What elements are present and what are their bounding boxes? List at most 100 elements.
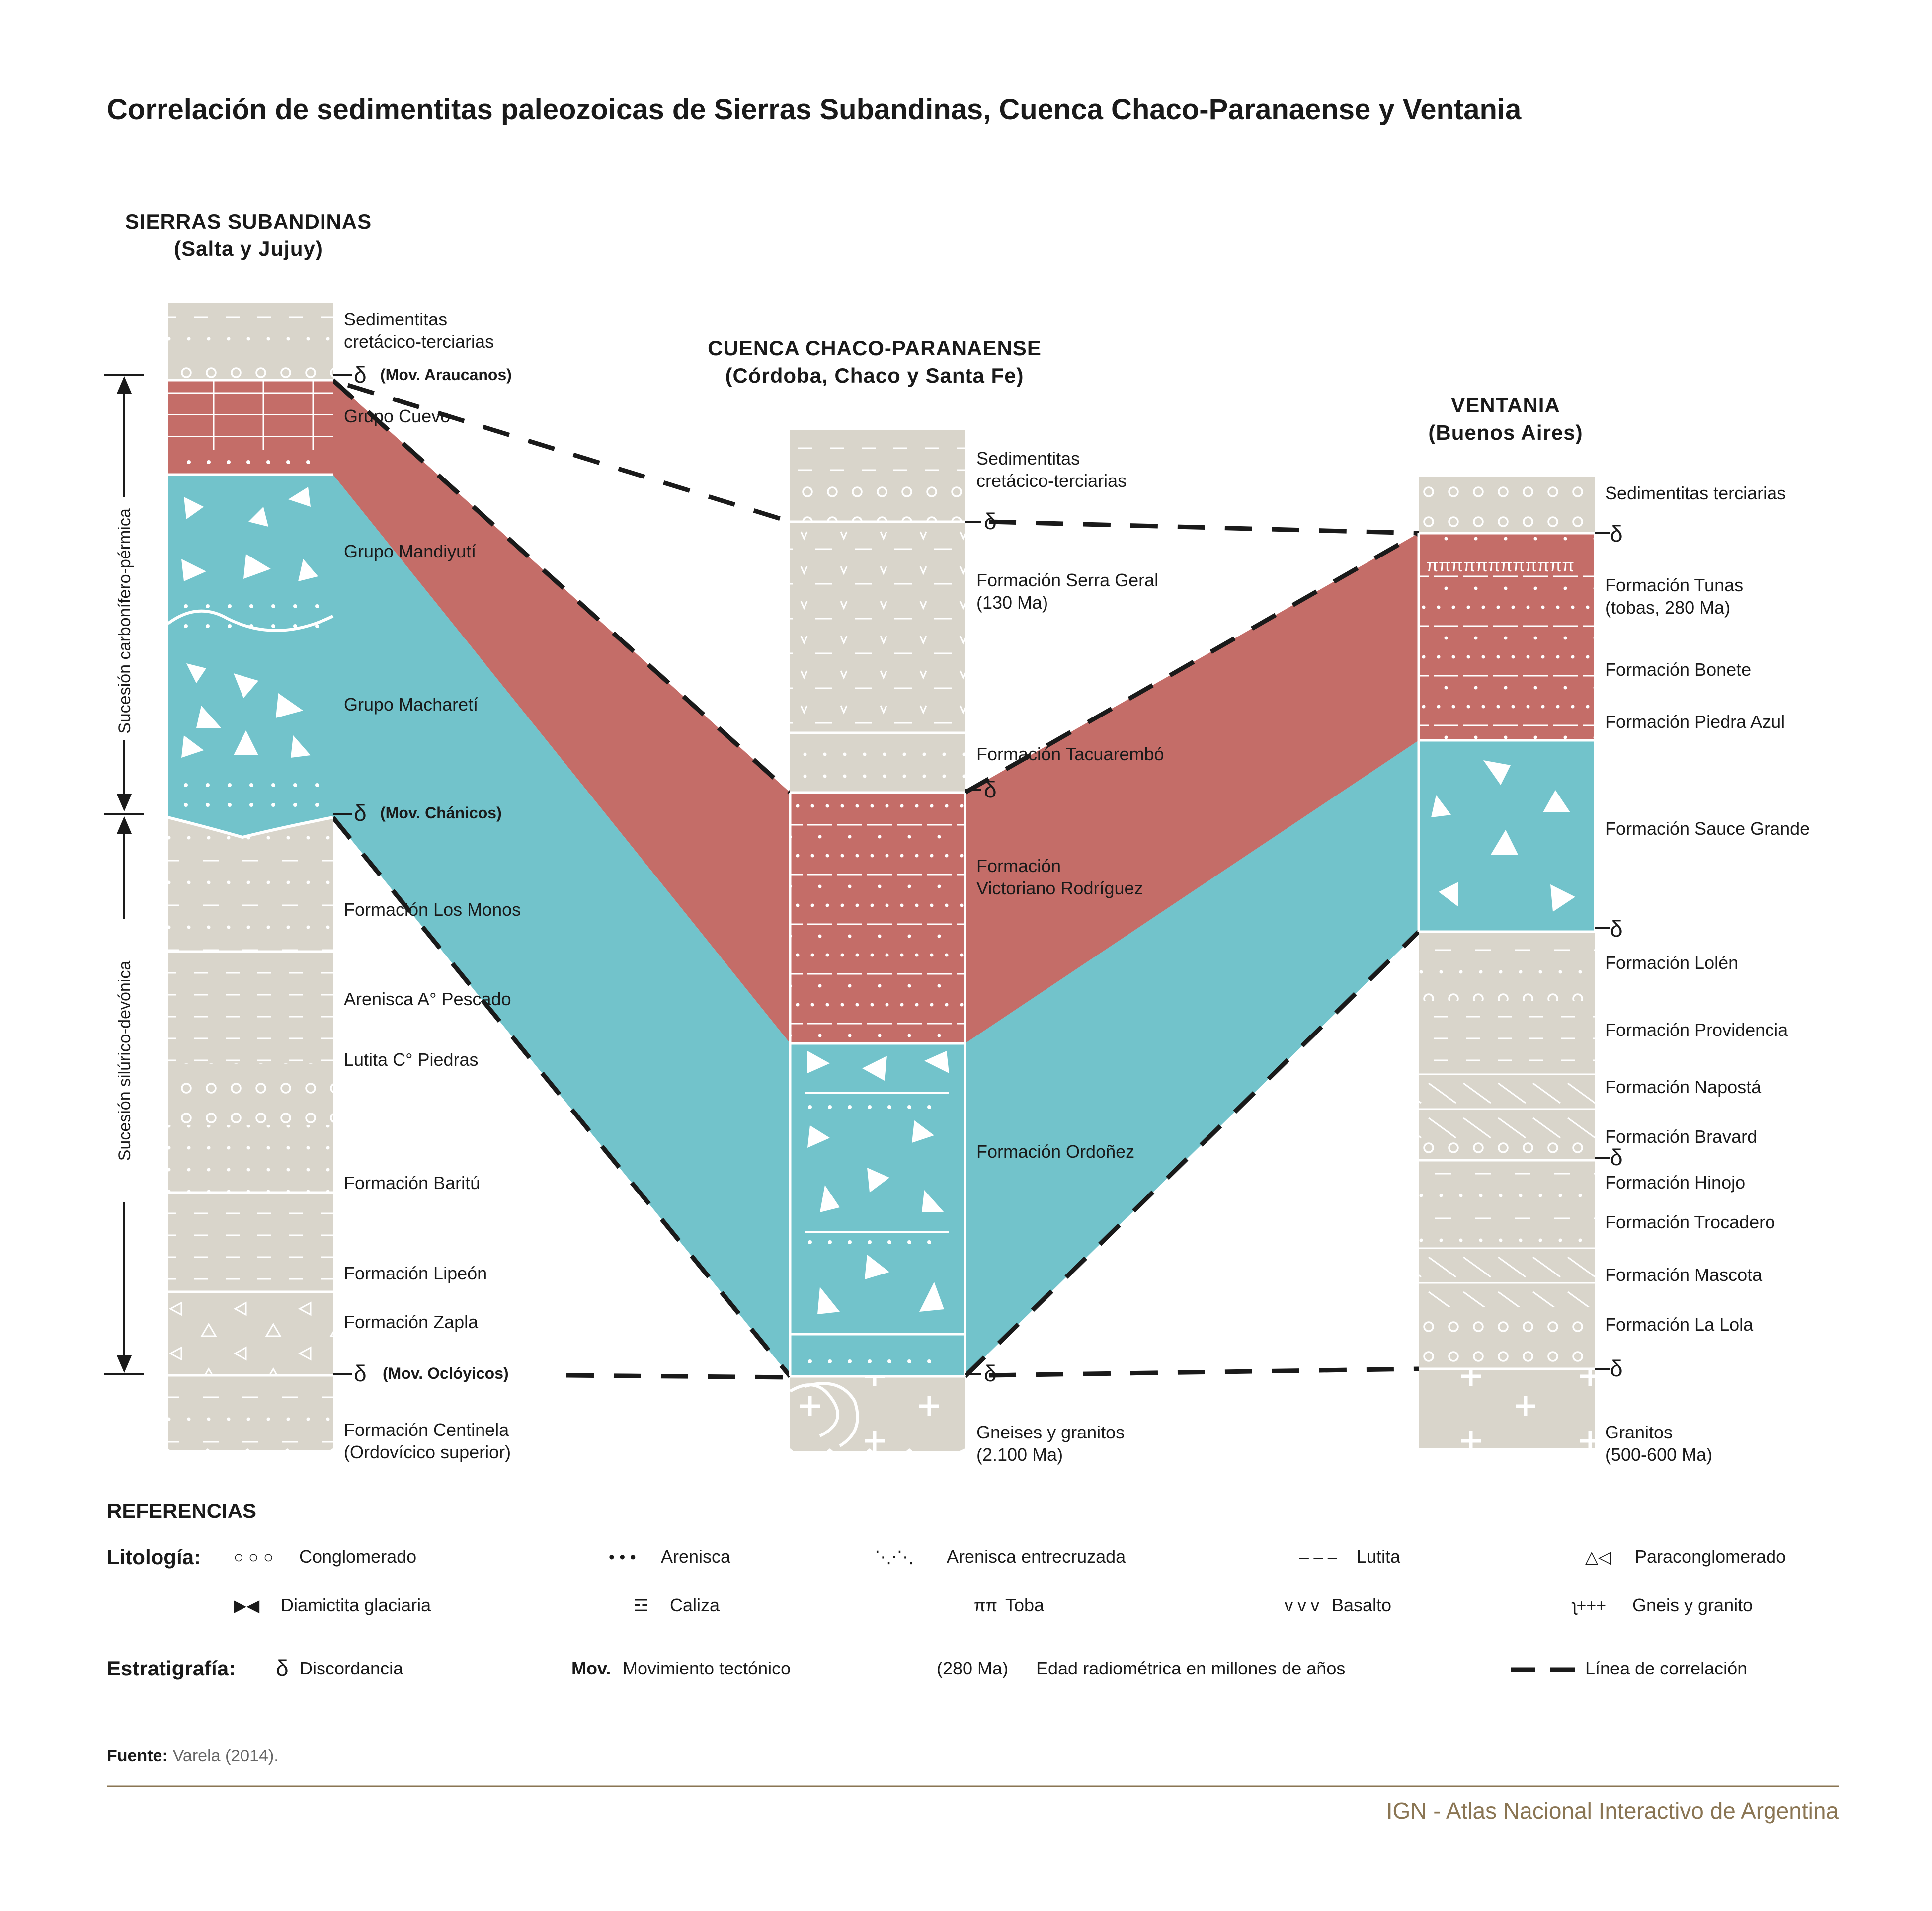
ref-discordancia: Discordancia: [300, 1658, 403, 1678]
unit-macareti-dots: [168, 775, 333, 810]
unit-hinojo-trocadero: [1419, 1160, 1595, 1247]
label-ven-providencia: Formación Providencia: [1605, 1020, 1788, 1040]
label-ven-naposta: Formación Napostá: [1605, 1077, 1762, 1097]
ref-paraconglomerado: Paraconglomerado: [1635, 1546, 1786, 1567]
arenisca-icon: • • •: [609, 1548, 636, 1567]
label-sub-pescado: Arenisca A° Pescado: [344, 989, 511, 1009]
ventania-title: VENTANIA: [1451, 394, 1560, 417]
ventania-subtitle: (Buenos Aires): [1428, 421, 1583, 444]
correlation-line-cretaceous-right: [988, 519, 1419, 536]
chaco-subtitle: (Córdoba, Chaco y Santa Fe): [725, 364, 1024, 387]
ordonez-diamictite: [807, 1051, 949, 1314]
mov-chanicos: (Mov. Chánicos): [380, 804, 502, 822]
label-sub-cuevo: Grupo Cuevo: [344, 406, 450, 426]
ref-basalto: Basalto: [1332, 1595, 1391, 1615]
label-ven-granitos-b: (500-600 Ma): [1605, 1444, 1712, 1465]
label-ven-lolen: Formación Lolén: [1605, 953, 1738, 973]
unit-arenisca-pescado: [168, 952, 333, 1063]
footer-credit: IGN - Atlas Nacional Interactivo de Arge…: [1386, 1798, 1839, 1824]
edad-icon: (280 Ma): [937, 1658, 1008, 1678]
label-ven-saucegrande: Formación Sauce Grande: [1605, 818, 1810, 839]
unit-mandiyuti-dots: [168, 604, 333, 634]
correlation-line-base-teal-right: [963, 930, 1421, 1378]
discordance-ven-4: δ: [1610, 1355, 1623, 1381]
unit-chaco-cretaceous: [790, 430, 965, 479]
toba-icon: ππ: [974, 1596, 997, 1615]
unit-victoriano-rodriguez: [790, 793, 965, 1043]
unit-grupo-cuevo-caliza: [168, 380, 333, 450]
discordance-ven-1: δ: [1610, 521, 1623, 547]
unit-lolen: [1419, 932, 1595, 986]
column-ventania: ππππππππππππ: [1417, 477, 1597, 1471]
estratigrafia-label: Estratigrafía:: [107, 1657, 236, 1680]
unit-naposta: [1419, 1073, 1595, 1140]
ref-toba: Toba: [1005, 1595, 1045, 1615]
column-chaco: [789, 430, 966, 1471]
unit-bravard: [1419, 1140, 1595, 1160]
label-sub-lipeon: Formación Lipeón: [344, 1263, 487, 1283]
label-chaco-gneises-a: Gneises y granitos: [976, 1422, 1125, 1442]
label-ven-trocadero: Formación Trocadero: [1605, 1212, 1775, 1232]
sauce-grande-diamictite: [1431, 760, 1575, 912]
label-ven-tunas-a: Formación Tunas: [1605, 575, 1743, 595]
unit-mascota: [1419, 1247, 1595, 1307]
label-ven-bravard: Formación Bravard: [1605, 1126, 1757, 1147]
label-sub-0a: Sedimentitas: [344, 309, 447, 329]
succession-brackets: [104, 374, 144, 1375]
label-ven-tunas-b: (tobas, 280 Ma): [1605, 597, 1730, 618]
band-teal-right: [965, 740, 1419, 1376]
references: REFERENCIAS Litología: ○ ○ ○ Conglomerad…: [107, 1499, 1786, 1681]
label-sub-centinela-b: (Ordovícico superior): [344, 1442, 511, 1462]
source-text: Varela (2014).: [173, 1747, 279, 1765]
discordance-chaco-3: δ: [984, 1360, 997, 1386]
band-red-right: [965, 533, 1419, 1043]
label-chaco-0a: Sedimentitas: [976, 448, 1080, 469]
diagram-title: Correlación de sedimentitas paleozoicas …: [107, 93, 1522, 126]
correlation-line-ocloyic-left: [566, 1373, 791, 1380]
label-chaco-serra-b: (130 Ma): [976, 592, 1048, 613]
ventania-labels: Sedimentitas terciarias Formación Tunas …: [1605, 483, 1810, 1465]
label-chaco-tacuarembo: Formación Tacuarembó: [976, 744, 1164, 764]
label-ven-piedraazul: Formación Piedra Azul: [1605, 712, 1785, 732]
unit-mandiyuti-macareti: [168, 475, 333, 817]
correlation-line-top-red-right: [964, 531, 1420, 795]
basalto-icon: v v v: [1285, 1596, 1319, 1615]
label-sub-0b: cretácico-terciarias: [344, 331, 494, 352]
subandinas-title: SIERRAS SUBANDINAS: [125, 210, 372, 233]
column-subandinas: [159, 303, 334, 1471]
correlation-line-top-red-left: [331, 378, 792, 795]
ref-movimiento: Movimiento tectónico: [623, 1658, 791, 1678]
label-sub-piedras: Lutita C° Piedras: [344, 1049, 479, 1070]
ref-conglomerado: Conglomerado: [299, 1546, 416, 1567]
band-red-left: [333, 380, 790, 1043]
ref-lutita: Lutita: [1357, 1546, 1401, 1567]
discordance-chaco-1: δ: [984, 508, 997, 534]
ref-gneis-granito: Gneis y granito: [1632, 1595, 1753, 1615]
discordancia-icon: δ: [276, 1655, 289, 1681]
chaco-discontinuities: δ δ δ: [965, 508, 997, 1386]
references-heading: REFERENCIAS: [107, 1499, 256, 1522]
discordance-ven-3: δ: [1610, 1144, 1623, 1170]
unit-lipeon: [168, 1193, 333, 1292]
label-ven-terciarias: Sedimentitas terciarias: [1605, 483, 1786, 503]
unit-separators: [168, 379, 333, 1377]
label-ven-hinojo: Formación Hinojo: [1605, 1172, 1745, 1193]
label-sub-zapla: Formación Zapla: [344, 1312, 479, 1332]
mov-araucanos: (Mov. Araucanos): [380, 366, 512, 384]
unit-granitos: [1419, 1369, 1595, 1448]
ref-linea-correlacion: Línea de correlación: [1585, 1658, 1747, 1678]
ref-arenisca: Arenisca: [661, 1546, 731, 1567]
label-chaco-ordonez: Formación Ordoñez: [976, 1141, 1134, 1162]
subandinas-subtitle: (Salta y Jujuy): [174, 237, 323, 260]
diamictita-icon: ▶◀: [234, 1596, 260, 1615]
unit-providencia: [1419, 1001, 1595, 1073]
label-chaco-0b: cretácico-terciarias: [976, 471, 1127, 491]
unit-centinela: [168, 1375, 333, 1450]
correlation-line-ocloyic-right: [988, 1366, 1419, 1378]
correlation-lines: [331, 378, 1421, 1380]
unit-cretaceous-arenisca: [168, 327, 333, 357]
mov-ocloyicos: (Mov. Oclóyicos): [383, 1364, 509, 1382]
unit-serra-geral: [790, 522, 965, 733]
discordance-chaco-2: δ: [984, 777, 997, 802]
